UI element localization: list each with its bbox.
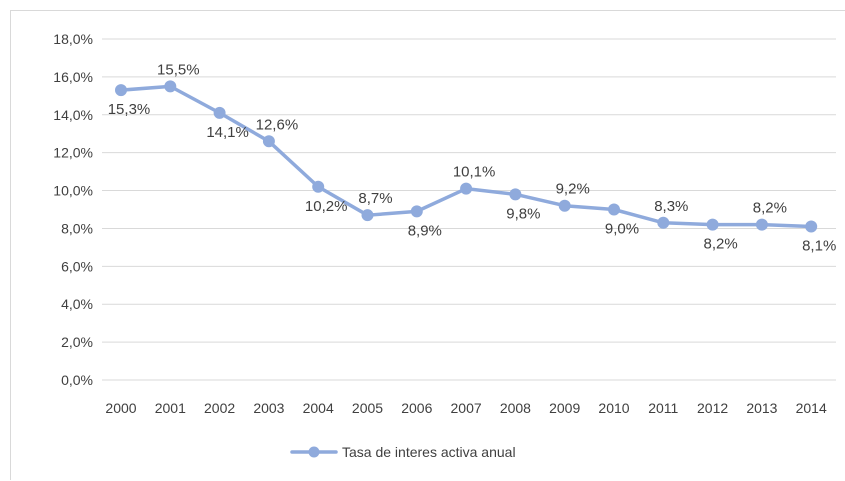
data-point — [313, 181, 324, 192]
data-point — [461, 183, 472, 194]
data-label: 15,3% — [108, 101, 151, 118]
data-label: 8,9% — [408, 222, 442, 239]
y-tick-label: 8,0% — [61, 220, 93, 236]
data-point — [806, 221, 817, 232]
y-tick-label: 6,0% — [61, 258, 93, 274]
x-tick-label: 2008 — [500, 400, 531, 416]
data-label: 10,1% — [453, 164, 496, 181]
x-tick-label: 2014 — [796, 400, 827, 416]
x-tick-label: 2009 — [549, 400, 580, 416]
data-label: 9,0% — [605, 221, 639, 238]
y-tick-label: 14,0% — [53, 107, 93, 123]
x-tick-label: 2003 — [253, 400, 284, 416]
y-tick-label: 10,0% — [53, 183, 93, 199]
x-tick-label: 2004 — [303, 400, 334, 416]
x-tick-label: 2006 — [401, 400, 432, 416]
data-label: 8,2% — [753, 200, 787, 217]
y-tick-label: 2,0% — [61, 334, 93, 350]
x-tick-label: 2011 — [648, 400, 678, 416]
data-label: 14,1% — [206, 124, 249, 141]
data-label: 15,5% — [157, 61, 200, 78]
data-label: 9,2% — [556, 181, 590, 198]
data-label: 12,6% — [256, 116, 299, 133]
y-tick-label: 12,0% — [53, 145, 93, 161]
x-tick-label: 2001 — [155, 400, 186, 416]
y-tick-label: 18,0% — [53, 31, 93, 47]
data-label: 8,3% — [654, 198, 688, 215]
x-tick-label: 2000 — [105, 400, 136, 416]
data-point — [510, 189, 521, 200]
x-tick-label: 2005 — [352, 400, 383, 416]
data-label: 9,8% — [506, 205, 540, 222]
data-point — [362, 210, 373, 221]
data-label: 8,7% — [358, 190, 392, 207]
x-tick-label: 2010 — [598, 400, 629, 416]
data-point — [116, 85, 127, 96]
data-point — [609, 204, 620, 215]
series-line — [121, 86, 811, 226]
data-point — [559, 200, 570, 211]
data-point — [411, 206, 422, 217]
data-point — [707, 219, 718, 230]
x-tick-label: 2012 — [697, 400, 728, 416]
data-label: 8,1% — [802, 238, 836, 255]
x-tick-label: 2007 — [451, 400, 482, 416]
data-label: 10,2% — [305, 198, 348, 215]
data-label: 8,2% — [703, 236, 737, 253]
y-tick-label: 16,0% — [53, 69, 93, 85]
data-point — [214, 107, 225, 118]
data-point — [756, 219, 767, 230]
x-tick-label: 2002 — [204, 400, 235, 416]
x-tick-label: 2013 — [746, 400, 777, 416]
data-point — [165, 81, 176, 92]
data-point — [658, 217, 669, 228]
y-tick-label: 0,0% — [61, 372, 93, 388]
y-tick-label: 4,0% — [61, 296, 93, 312]
legend-label: Tasa de interes activa anual — [342, 444, 516, 460]
legend-marker — [309, 447, 320, 458]
data-point — [263, 136, 274, 147]
